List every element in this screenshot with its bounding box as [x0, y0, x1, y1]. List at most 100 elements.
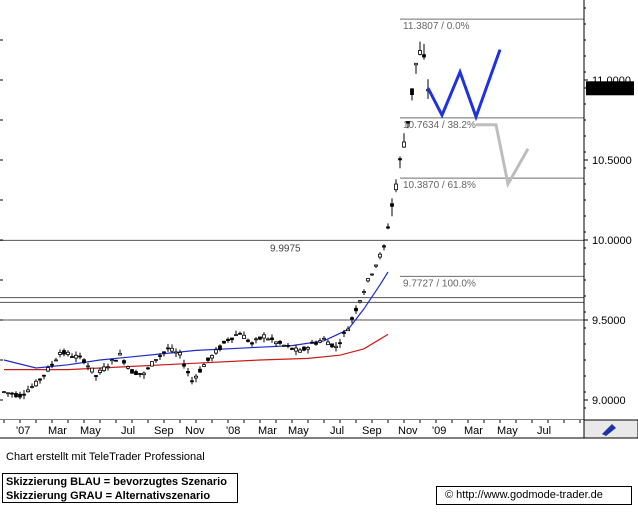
candle-body — [206, 357, 210, 361]
candle-body — [406, 121, 410, 124]
legend-blue-label: Skizzierung BLAU = bevorzugtes Szenario — [6, 476, 227, 488]
candle-body — [74, 354, 78, 359]
candle-body — [154, 359, 158, 361]
candle-body — [58, 352, 62, 355]
candle-body — [246, 339, 250, 342]
y-tick-label: 9.0000 — [592, 395, 626, 407]
horizontal-levels: 11.3807 / 0.0% 10.7634 / 38.2% 10.3870 / 6… — [0, 18, 584, 321]
candle-body — [122, 360, 126, 364]
candle-body — [54, 359, 58, 362]
pen-icon — [602, 424, 616, 436]
candle-body — [78, 355, 82, 358]
last-price-label: 10.9482 — [589, 83, 629, 95]
candle-body — [378, 253, 382, 258]
candle-body — [314, 342, 318, 345]
x-tick-label: Mar — [258, 425, 277, 437]
candle-body — [46, 367, 50, 372]
y-tick-label: 10.0000 — [592, 235, 632, 247]
candle-body — [238, 332, 242, 335]
scenario-path — [476, 123, 530, 189]
last-price-box — [586, 81, 634, 96]
candle-body — [222, 340, 226, 344]
x-tick-label: Jul — [121, 425, 135, 437]
candle-body — [366, 278, 370, 282]
level-label: 9.9975 — [270, 243, 301, 254]
candle-body — [358, 300, 362, 303]
candle-body — [334, 345, 338, 348]
moving-average-line — [4, 333, 389, 371]
fib-label: 11.3807 / 0.0% — [403, 21, 470, 32]
candle-body — [102, 366, 106, 372]
candle-body — [422, 54, 426, 58]
candle-body — [302, 346, 306, 351]
candle-body — [178, 352, 182, 356]
x-tick-label: Sep — [362, 425, 382, 437]
candle-body — [6, 392, 10, 395]
candle-body — [186, 371, 190, 374]
moving-average-line — [3, 271, 389, 369]
candle-body — [30, 386, 34, 388]
candle-body — [418, 50, 422, 55]
x-tick-label: Nov — [185, 425, 205, 437]
candle-body — [134, 371, 138, 375]
copyright-icon: © — [445, 489, 454, 501]
x-axis-band — [0, 420, 638, 440]
candle-body — [98, 369, 102, 373]
candle-body — [150, 361, 154, 367]
candle-body — [34, 380, 38, 387]
candle-body — [26, 389, 30, 393]
candle-body — [162, 351, 166, 354]
candle-body — [42, 374, 46, 377]
candle-body — [14, 393, 18, 398]
candle-body — [414, 62, 418, 66]
candles — [2, 41, 430, 400]
candle-body — [330, 343, 334, 348]
x-tick-label: '09 — [432, 425, 446, 437]
x-tick-label: Jul — [537, 425, 551, 437]
website-url: http://www.godmode-trader.de — [456, 489, 603, 501]
candle-body — [262, 334, 266, 339]
candle-body — [38, 378, 42, 381]
candle-body — [266, 338, 270, 341]
candle-body — [10, 392, 14, 395]
candle-body — [214, 349, 218, 354]
candle-body — [106, 366, 110, 369]
chart-credit: Chart erstellt mit TeleTrader Profession… — [6, 451, 205, 463]
x-tick-label: May — [288, 425, 309, 437]
candle-body — [190, 380, 194, 383]
candle-body — [338, 342, 342, 345]
candle-body — [230, 337, 234, 341]
y-tick-label: 10.5000 — [592, 155, 632, 167]
candle-body — [194, 375, 198, 379]
candle-body — [18, 393, 22, 398]
scenario-legend: Skizzierung BLAU = bevorzugtes Szenario … — [2, 473, 238, 503]
x-tick-label: Sep — [154, 425, 174, 437]
candle-body — [394, 183, 398, 191]
candle-body — [274, 341, 278, 345]
website-link[interactable]: © http://www.godmode-trader.de — [436, 486, 632, 505]
moving-averages — [3, 271, 389, 371]
x-tick-label: Nov — [398, 425, 418, 437]
candle-body — [286, 344, 290, 347]
candle-body — [174, 351, 178, 354]
candle-body — [306, 347, 310, 350]
axes: 11.000010.500010.00009.50009.000010.9482… — [0, 0, 638, 440]
candle-body — [170, 347, 174, 352]
x-tick-label: Mar — [48, 425, 67, 437]
candle-body — [50, 363, 54, 366]
candle-body — [234, 334, 238, 337]
fib-label: 10.3870 / 61.8% — [403, 180, 476, 191]
scenario-path — [426, 49, 502, 122]
candle-body — [318, 340, 322, 343]
candle-body — [390, 203, 394, 207]
candle-body — [342, 332, 346, 334]
candle-body — [166, 347, 170, 350]
candle-body — [118, 352, 122, 356]
candle-body — [62, 350, 66, 355]
candle-body — [382, 245, 386, 248]
y-tick-label: 9.5000 — [592, 315, 626, 327]
candle-body — [198, 368, 202, 373]
candle-body — [90, 367, 94, 373]
candle-body — [402, 141, 406, 148]
